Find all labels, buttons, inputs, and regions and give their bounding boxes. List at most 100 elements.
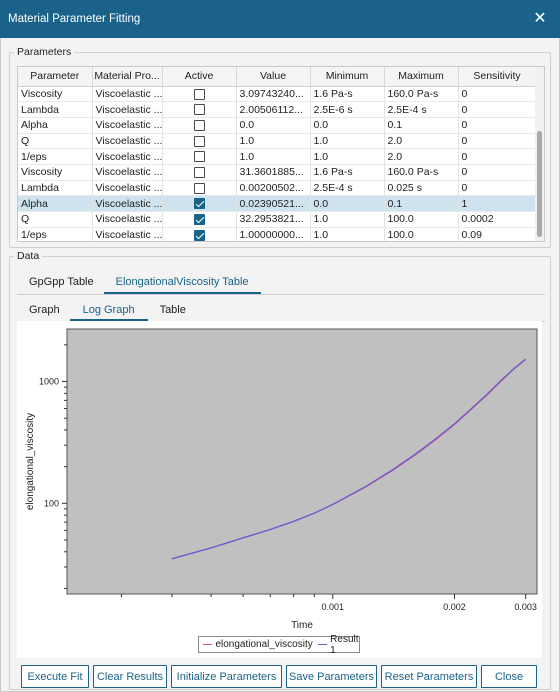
active-cell[interactable] <box>162 101 237 118</box>
column-header[interactable]: Parameter <box>18 67 93 87</box>
maximum-cell[interactable]: 2.0 <box>384 148 459 165</box>
close-icon[interactable]: ✕ <box>533 10 547 27</box>
minimum-cell[interactable]: 1.0 <box>310 148 385 165</box>
table-row[interactable]: Q Viscoelastic ... 1.0 1.0 2.0 0 <box>18 133 537 150</box>
active-cell[interactable] <box>162 180 237 197</box>
parameter-cell[interactable]: Viscosity <box>18 86 93 103</box>
table-row[interactable]: Lambda Viscoelastic ... 0.00200502... 2.5E-… <box>18 180 537 197</box>
minimum-cell[interactable]: 1.0 <box>310 211 385 228</box>
sensitivity-cell[interactable]: 1 <box>458 195 537 212</box>
material-cell[interactable]: Viscoelastic ... <box>92 164 163 181</box>
active-cell[interactable] <box>162 117 237 134</box>
active-cell[interactable] <box>162 148 237 165</box>
maximum-cell[interactable]: 0.025 s <box>384 180 459 197</box>
table-scrollbar-thumb[interactable] <box>537 131 542 237</box>
parameter-cell[interactable]: Alpha <box>18 117 93 134</box>
maximum-cell[interactable]: 100.0 <box>384 227 459 241</box>
maximum-cell[interactable]: 160.0 Pa-s <box>384 86 459 103</box>
parameter-cell[interactable]: 1/eps <box>18 148 93 165</box>
table-row[interactable]: Lambda Viscoelastic ... 2.00506112... 2.5E-… <box>18 101 537 118</box>
sensitivity-cell[interactable]: 0 <box>458 148 537 165</box>
material-cell[interactable]: Viscoelastic ... <box>92 195 163 212</box>
value-cell[interactable]: 31.3601885... <box>236 164 311 181</box>
table-row[interactable]: Alpha Viscoelastic ... 0.02390521... 0.0 0.1… <box>18 195 537 212</box>
save-parameters-button[interactable]: Save Parameters <box>286 665 377 688</box>
parameter-cell[interactable]: Q <box>18 211 93 228</box>
sensitivity-cell[interactable]: 0 <box>458 180 537 197</box>
subtab-graph[interactable]: Graph <box>29 303 60 316</box>
value-cell[interactable]: 1.00000000... <box>236 227 311 241</box>
table-scrollbar[interactable] <box>535 67 544 241</box>
parameter-cell[interactable]: Lambda <box>18 101 93 118</box>
execute-fit-button[interactable]: Execute Fit <box>21 665 89 688</box>
tab-gpgpp-table[interactable]: GpGpp Table <box>29 276 94 288</box>
active-checkbox[interactable] <box>193 104 205 116</box>
value-cell[interactable]: 0.0 <box>236 117 311 134</box>
material-cell[interactable]: Viscoelastic ... <box>92 227 163 241</box>
active-checkbox[interactable] <box>193 167 205 178</box>
column-header[interactable]: Material Pro... <box>92 67 163 87</box>
table-row[interactable]: 1/eps Viscoelastic ... 1.00000000... 1.0 100… <box>18 227 537 241</box>
material-cell[interactable]: Viscoelastic ... <box>92 148 163 165</box>
active-cell[interactable] <box>162 195 237 212</box>
subtab-table[interactable]: Table <box>159 303 186 316</box>
active-checkbox[interactable] <box>193 88 205 100</box>
initialize-parameters-button[interactable]: Initialize Parameters <box>171 665 282 688</box>
minimum-cell[interactable]: 2.5E-6 s <box>310 101 385 118</box>
table-row[interactable]: Viscosity Viscoelastic ... 3.09743240... 1.… <box>18 86 537 103</box>
material-cell[interactable]: Viscoelastic ... <box>92 117 163 134</box>
column-header[interactable]: Sensitivity <box>458 67 537 87</box>
parameter-cell[interactable]: Lambda <box>18 180 93 197</box>
maximum-cell[interactable]: 2.5E-4 s <box>384 101 459 118</box>
material-cell[interactable]: Viscoelastic ... <box>92 133 163 150</box>
close-button[interactable]: Close <box>481 665 537 688</box>
sensitivity-cell[interactable]: 0 <box>458 117 537 134</box>
table-row[interactable]: Alpha Viscoelastic ... 0.0 0.0 0.1 0 <box>18 117 537 134</box>
column-header[interactable]: Value <box>236 67 311 87</box>
active-cell[interactable] <box>162 86 237 103</box>
material-cell[interactable]: Viscoelastic ... <box>92 180 163 197</box>
parameter-cell[interactable]: Viscosity <box>18 164 93 181</box>
maximum-cell[interactable]: 2.0 <box>384 133 459 150</box>
value-cell[interactable]: 1.0 <box>236 148 311 165</box>
tab-elongational-viscosity-table[interactable]: ElongationalViscosity Table <box>103 270 261 294</box>
material-cell[interactable]: Viscoelastic ... <box>92 101 163 118</box>
parameter-cell[interactable]: Q <box>18 133 93 150</box>
active-checkbox[interactable] <box>193 198 205 210</box>
sensitivity-cell[interactable]: 0 <box>458 101 537 118</box>
minimum-cell[interactable]: 2.5E-4 s <box>310 180 385 197</box>
clear-results-button[interactable]: Clear Results <box>93 665 167 688</box>
minimum-cell[interactable]: 1.6 Pa-s <box>310 86 385 103</box>
minimum-cell[interactable]: 0.0 <box>310 195 385 212</box>
minimum-cell[interactable]: 1.0 <box>310 133 385 150</box>
sensitivity-cell[interactable]: 0.09 <box>458 227 537 241</box>
column-header[interactable]: Active <box>162 67 237 87</box>
parameter-cell[interactable]: 1/eps <box>18 227 93 241</box>
value-cell[interactable]: 1.0 <box>236 133 311 150</box>
maximum-cell[interactable]: 160.0 Pa-s <box>384 164 459 181</box>
maximum-cell[interactable]: 0.1 <box>384 195 459 212</box>
subtab-log-graph[interactable]: Log Graph <box>69 298 148 321</box>
minimum-cell[interactable]: 1.0 <box>310 227 385 241</box>
sensitivity-cell[interactable]: 0 <box>458 86 537 103</box>
maximum-cell[interactable]: 100.0 <box>384 211 459 228</box>
active-cell[interactable] <box>162 133 237 150</box>
table-row[interactable]: Viscosity Viscoelastic ... 31.3601885... 1.… <box>18 164 537 181</box>
sensitivity-cell[interactable]: 0 <box>458 164 537 181</box>
active-cell[interactable] <box>162 211 237 228</box>
active-cell[interactable] <box>162 227 237 241</box>
value-cell[interactable]: 0.00200502... <box>236 180 311 197</box>
sensitivity-cell[interactable]: 0 <box>458 133 537 150</box>
active-checkbox[interactable] <box>193 214 205 226</box>
active-checkbox[interactable] <box>193 229 205 241</box>
minimum-cell[interactable]: 0.0 <box>310 117 385 134</box>
material-cell[interactable]: Viscoelastic ... <box>92 211 163 228</box>
parameter-cell[interactable]: Alpha <box>18 195 93 212</box>
active-checkbox[interactable] <box>193 119 205 131</box>
active-cell[interactable] <box>162 164 237 181</box>
sensitivity-cell[interactable]: 0.0002 <box>458 211 537 228</box>
material-cell[interactable]: Viscoelastic ... <box>92 86 163 103</box>
table-row[interactable]: 1/eps Viscoelastic ... 1.0 1.0 2.0 0 <box>18 148 537 165</box>
column-header[interactable]: Maximum <box>384 67 459 87</box>
active-checkbox[interactable] <box>193 135 205 147</box>
